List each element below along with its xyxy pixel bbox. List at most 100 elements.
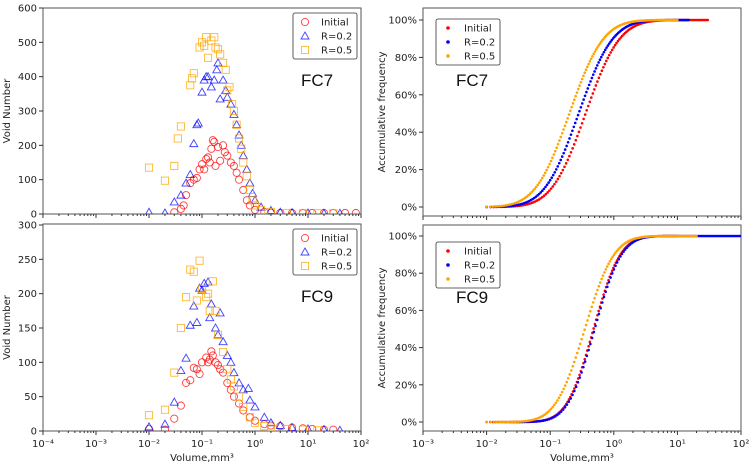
data-point xyxy=(616,39,620,43)
x-tick-label: 10⁻³ xyxy=(85,439,107,450)
y-tick-label: 0 xyxy=(31,427,37,438)
data-point xyxy=(615,261,619,264)
data-point xyxy=(160,405,170,414)
data-point xyxy=(216,156,225,165)
data-point xyxy=(239,158,248,167)
data-point xyxy=(210,33,219,42)
data-point xyxy=(179,201,188,210)
data-point xyxy=(243,383,254,392)
data-point xyxy=(585,90,588,94)
data-point xyxy=(199,278,209,287)
data-point xyxy=(603,62,607,66)
data-point xyxy=(282,208,291,214)
data-point xyxy=(195,43,204,52)
data-point xyxy=(580,102,584,105)
data-point xyxy=(577,347,581,350)
data-point xyxy=(197,87,207,96)
data-point xyxy=(208,351,217,360)
data-point xyxy=(578,376,582,379)
data-point xyxy=(553,182,556,186)
data-point xyxy=(351,208,360,214)
data-point xyxy=(222,92,233,101)
data-point xyxy=(546,191,549,194)
data-point xyxy=(556,165,560,168)
data-point xyxy=(562,128,565,131)
data-point xyxy=(560,131,564,135)
data-point xyxy=(541,419,545,423)
data-point xyxy=(575,117,578,121)
data-point xyxy=(585,354,589,358)
data-point xyxy=(239,402,248,412)
data-point xyxy=(552,416,555,419)
legend-marker-icon xyxy=(446,249,450,253)
data-point xyxy=(232,120,241,129)
y-tick-label: 0% xyxy=(401,418,417,429)
data-point xyxy=(576,380,580,384)
legend-box xyxy=(435,18,501,66)
data-point xyxy=(514,420,518,424)
data-point xyxy=(596,288,599,292)
data-point xyxy=(573,387,576,390)
data-point xyxy=(549,407,553,411)
data-point xyxy=(287,422,297,431)
data-point xyxy=(197,284,207,293)
legend-item: R=0.2 xyxy=(446,38,495,49)
data-point xyxy=(260,422,269,431)
data-point xyxy=(218,336,228,346)
data-point xyxy=(195,256,204,265)
y-tick-label: 0 xyxy=(31,210,37,221)
data-point xyxy=(195,165,204,174)
legend-label: R=0.2 xyxy=(464,38,495,49)
data-point xyxy=(573,389,576,393)
data-point xyxy=(617,257,621,261)
y-tick-label: 40% xyxy=(395,343,417,354)
y-tick-label: 80% xyxy=(395,53,417,64)
y-tick-label: 60% xyxy=(395,90,417,101)
data-point xyxy=(216,50,225,59)
data-point xyxy=(537,192,541,196)
data-point xyxy=(548,189,551,192)
data-point xyxy=(606,56,610,60)
data-point xyxy=(222,350,233,359)
y-axis-label: Void Number xyxy=(2,78,13,144)
data-point xyxy=(304,208,312,214)
x-tick-label: 10⁻¹ xyxy=(539,439,561,450)
legend-label: R=0.5 xyxy=(464,52,495,63)
data-layer xyxy=(485,18,710,209)
data-point xyxy=(229,382,238,391)
data-point xyxy=(497,420,501,424)
data-point xyxy=(609,51,613,54)
data-point xyxy=(577,130,581,134)
data-point xyxy=(570,105,573,109)
data-point xyxy=(593,50,597,53)
data-point xyxy=(213,142,223,152)
data-point xyxy=(535,420,538,423)
data-point xyxy=(229,109,239,118)
legend-marker-icon xyxy=(300,17,310,27)
data-point xyxy=(583,357,587,361)
data-point xyxy=(213,58,223,67)
legend-label: R=0.2 xyxy=(464,261,495,272)
data-point xyxy=(545,183,549,187)
data-point xyxy=(211,43,220,52)
data-point xyxy=(211,161,220,170)
data-point xyxy=(554,415,557,418)
data-point xyxy=(580,121,584,125)
data-point xyxy=(245,395,255,404)
data-point xyxy=(597,76,601,80)
data-point xyxy=(556,142,560,146)
data-point xyxy=(573,121,577,125)
data-point xyxy=(580,77,584,81)
panel-fc9-cumulative: 10⁻³ 10⁻² 10⁻¹ 10⁰ 10¹ 10² 0% 20% 40% 60% 80% 100% A… xyxy=(377,224,749,464)
y-tick-label: 100 xyxy=(18,358,37,369)
data-point xyxy=(579,126,582,129)
data-point xyxy=(579,80,583,84)
data-point xyxy=(610,272,614,275)
legend-label: Initial xyxy=(321,18,349,29)
data-point xyxy=(583,328,586,332)
data-point xyxy=(593,88,596,91)
y-tick-label: 50 xyxy=(24,392,37,403)
data-point xyxy=(181,293,191,302)
legend-label: R=0.5 xyxy=(321,46,352,57)
